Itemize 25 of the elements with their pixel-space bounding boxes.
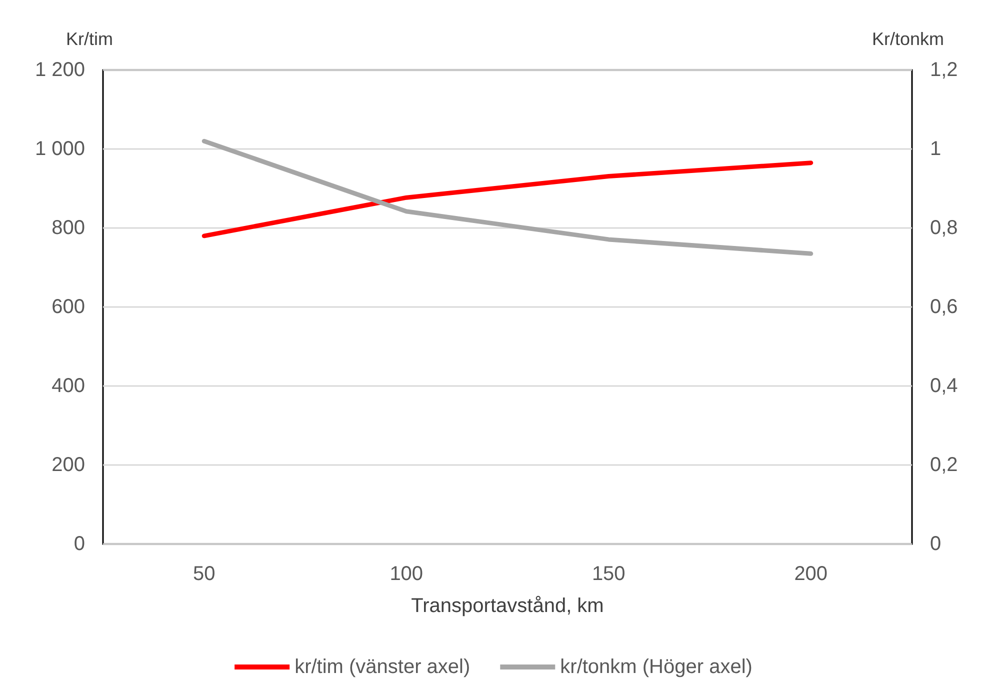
x-tick-label: 100 (390, 563, 424, 585)
y2-tick-label: 1,2 (930, 59, 958, 81)
y2-tick-label: 0,2 (930, 454, 958, 476)
y2-tick-label: 0,8 (930, 217, 958, 239)
y-tick-label: 800 (52, 217, 85, 239)
y-tick-label: 1 200 (34, 59, 85, 81)
y-tick-label: 200 (52, 454, 85, 476)
y-tick-label: 400 (52, 375, 85, 397)
y2-tick-label: 0,6 (930, 296, 958, 318)
y-tick-label: 1 000 (34, 138, 85, 160)
y2-tick-label: 1 (930, 138, 942, 160)
x-axis-title: Transportavstånd, km (411, 595, 604, 617)
x-tick-label: 150 (592, 563, 626, 585)
y2-axis-title: Kr/tonkm (872, 29, 944, 49)
y-tick-label: 0 (74, 533, 85, 555)
line-series (202, 138, 814, 256)
line-series (202, 160, 814, 238)
legend-label: kr/tonkm (Höger axel) (560, 656, 752, 678)
y2-tick-label: 0,4 (930, 375, 958, 397)
x-tick-label: 200 (794, 563, 828, 585)
x-tick-label: 50 (193, 563, 216, 585)
y-axis-title: Kr/tim (66, 29, 113, 49)
y-tick-label: 600 (52, 296, 85, 318)
legend-label: kr/tim (vänster axel) (294, 656, 470, 678)
y2-tick-label: 0 (930, 533, 942, 555)
